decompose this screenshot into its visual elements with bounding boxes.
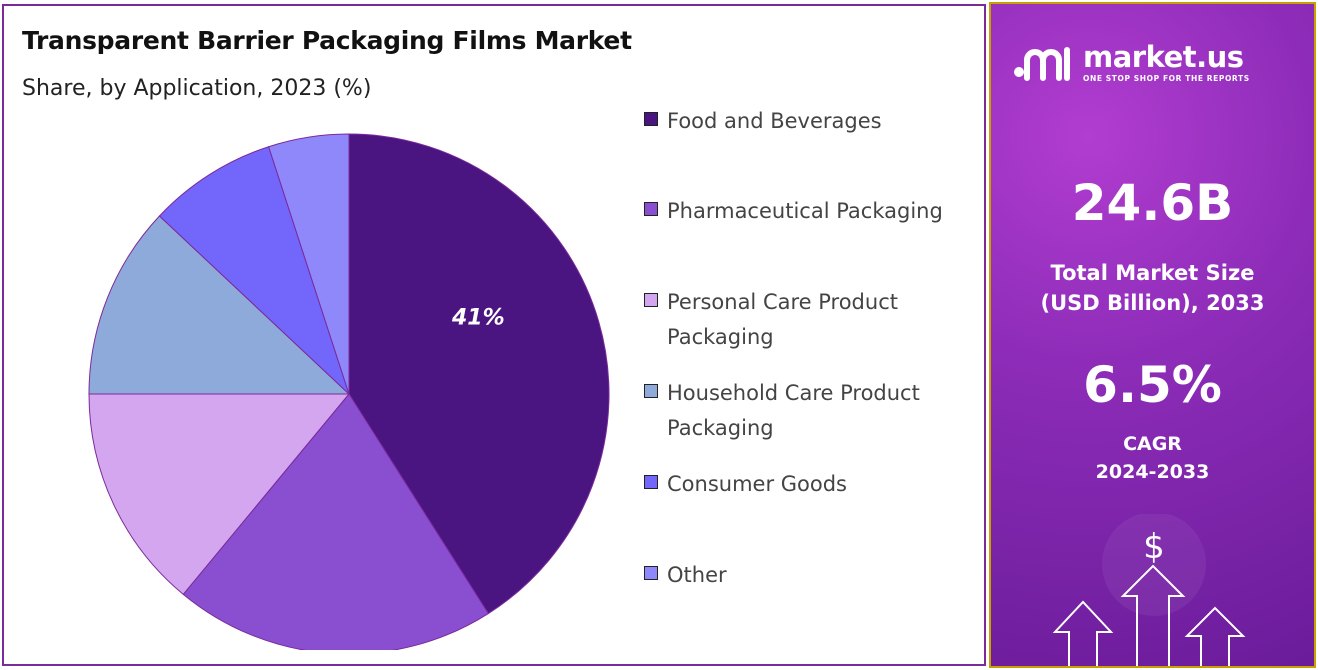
legend-swatch [644, 293, 658, 307]
cagr-label: CAGR 2024-2033 [991, 430, 1314, 486]
legend-swatch [644, 112, 658, 126]
market-size-label: Total Market Size (USD Billion), 2033 [991, 258, 1314, 318]
legend-item: Food and Beverages [644, 104, 967, 139]
legend-label: Household Care Product Packaging [667, 381, 920, 440]
cagr-label-line1: CAGR [1123, 433, 1182, 455]
legend-item: Pharmaceutical Packaging [644, 194, 967, 229]
growth-arrows-icon: $ [1052, 514, 1246, 666]
legend-item: Consumer Goods [644, 467, 967, 502]
chart-panel: Transparent Barrier Packaging Films Mark… [2, 4, 986, 666]
pie-chart: 41% [88, 133, 610, 650]
market-size-label-line2: (USD Billion), 2033 [1040, 291, 1265, 315]
summary-panel: market.us ONE STOP SHOP FOR THE REPORTS … [989, 2, 1316, 668]
pie-slice-consumer-goods [158, 146, 350, 395]
legend-item: Other [644, 558, 967, 593]
legend-swatch [644, 384, 658, 398]
legend-item: Household Care Product Packaging [644, 376, 967, 446]
pie-slice-other [268, 133, 350, 395]
dollar-sign-icon: $ [1143, 527, 1165, 567]
legend-swatch [644, 475, 658, 489]
chart-subtitle: Share, by Application, 2023 (%) [22, 76, 372, 101]
brand-tagline: ONE STOP SHOP FOR THE REPORTS [1083, 74, 1250, 83]
market-us-logo-icon [1014, 46, 1070, 81]
brand-name: market.us [1083, 40, 1244, 74]
chart-title: Transparent Barrier Packaging Films Mark… [22, 26, 632, 55]
pie-slice-pharmaceutical-packaging [182, 393, 490, 650]
legend-label: Consumer Goods [667, 472, 847, 496]
pie-slice-personal-care-product-packaging [88, 393, 351, 596]
legend-label: Pharmaceutical Packaging [667, 199, 943, 223]
pie-data-label: 41% [451, 305, 505, 330]
pie-slice-household-care-product-packaging [88, 215, 351, 395]
legend-item: Personal Care Product Packaging [644, 285, 967, 355]
legend-label: Food and Beverages [667, 109, 882, 133]
market-size-value: 24.6B [1071, 174, 1234, 232]
legend-swatch [644, 566, 658, 580]
pie-slice-food-and-beverages [348, 133, 610, 615]
cagr-label-line2: 2024-2033 [1095, 461, 1210, 483]
market-size-label-line1: Total Market Size [1050, 261, 1255, 285]
cagr-value: 6.5% [1083, 356, 1222, 414]
legend-label: Other [667, 563, 727, 587]
brand-logo: market.us ONE STOP SHOP FOR THE REPORTS [1011, 42, 1250, 83]
legend-swatch [644, 202, 658, 216]
legend-label: Personal Care Product Packaging [667, 290, 898, 349]
